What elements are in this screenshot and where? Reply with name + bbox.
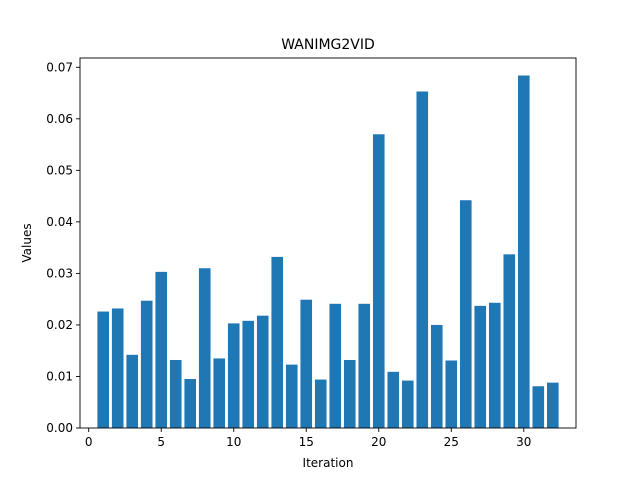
x-tick-label: 15 [299,435,314,449]
x-tick-label: 0 [85,435,93,449]
y-tick-label: 0.05 [46,163,73,177]
y-tick-label: 0.07 [46,60,73,74]
x-tick-label: 10 [226,435,241,449]
bars-group [97,75,559,429]
bar-10 [227,323,240,428]
bar-28 [488,302,501,428]
x-axis-ticks: 0 5 10 15 20 25 30 [85,428,531,449]
x-tick-label: 30 [516,435,531,449]
bar-31 [532,386,545,428]
bar-26 [459,200,472,428]
bar-20 [372,134,385,428]
y-axis-label: Values [20,223,34,262]
bar-24 [430,324,443,428]
bar-9 [213,358,226,428]
bar-27 [474,305,487,428]
bar-1 [97,311,109,428]
bar-16 [314,379,327,428]
bar-11 [242,320,255,428]
bar-22 [401,380,414,428]
bar-23 [416,91,429,428]
bar-8 [198,268,211,428]
bar-4 [140,300,153,428]
x-axis-label: Iteration [303,456,354,470]
bar-13 [271,256,284,428]
bar-18 [343,359,356,428]
bar-2 [111,308,124,428]
y-tick-label: 0.02 [46,318,73,332]
x-tick-label: 25 [444,435,459,449]
bar-15 [300,299,313,428]
bar-21 [387,371,400,428]
bar-19 [358,303,371,428]
bar-14 [285,364,298,428]
y-axis-ticks: 0.00 0.01 0.02 0.03 0.04 0.05 0.06 0.07 [46,60,80,435]
bar-7 [184,379,197,428]
bar-32 [546,382,559,428]
bar-6 [169,359,182,428]
y-tick-label: 0.06 [46,112,73,126]
chart-title: WANIMG2VID [281,37,375,53]
bar-12 [256,315,269,428]
bar-3 [126,354,139,428]
plot-frame [79,57,577,429]
y-tick-label: 0.03 [46,266,73,280]
x-tick-label: 5 [157,435,165,449]
bar-30 [517,75,530,429]
bar-29 [503,254,516,428]
y-tick-label: 0.00 [46,421,73,435]
x-tick-label: 20 [371,435,386,449]
y-tick-label: 0.01 [46,369,73,383]
bar-25 [445,360,458,428]
bar-5 [155,271,168,428]
bar-17 [329,303,342,428]
y-tick-label: 0.04 [46,215,73,229]
